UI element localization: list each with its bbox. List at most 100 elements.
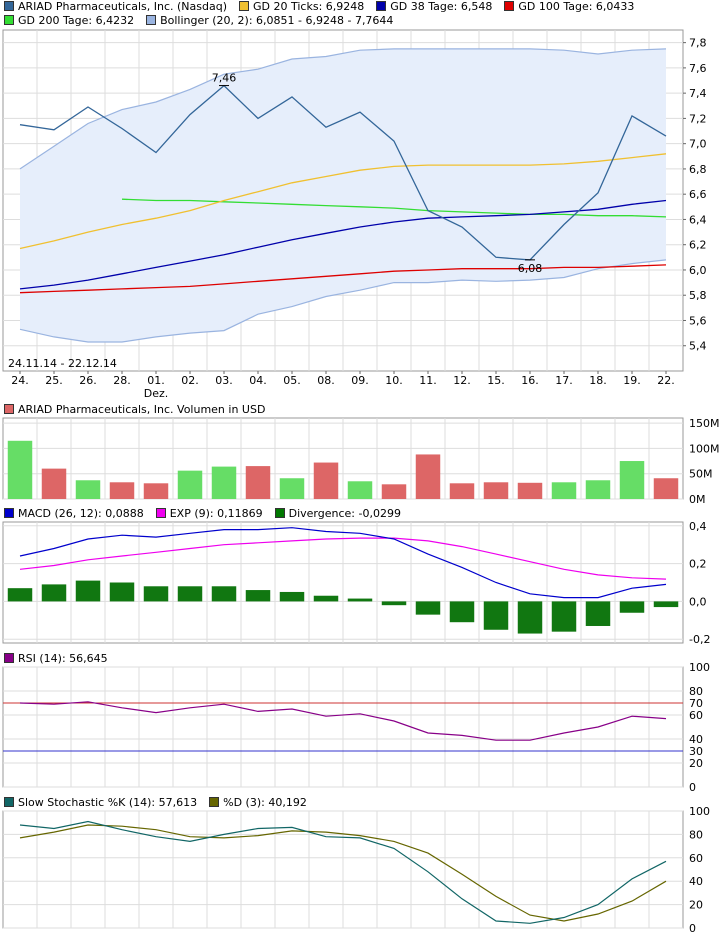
divergence-bar bbox=[517, 601, 543, 634]
volume-legend: ARIAD Pharmaceuticals, Inc. Volumen in U… bbox=[4, 403, 277, 417]
legend-label: RSI (14): 56,645 bbox=[18, 652, 108, 665]
bollinger-upper-line bbox=[19, 48, 667, 170]
macd-ytick-label: -0,2 bbox=[689, 633, 710, 646]
date-range-label: 24.11.14 - 22.12.14 bbox=[8, 357, 117, 370]
rsi-ytick-label: 100 bbox=[689, 661, 710, 674]
legend-label: %D (3): 40,192 bbox=[223, 796, 307, 809]
annotation-label: 7,46 bbox=[212, 72, 237, 85]
price-xtick-label: 05. bbox=[283, 374, 301, 387]
price-ytick-label: 7,8 bbox=[689, 37, 707, 50]
price-ytick-label: 6,4 bbox=[689, 213, 707, 226]
price-ytick-label: 7,0 bbox=[689, 138, 707, 151]
divergence-bar bbox=[653, 601, 679, 608]
volume-bar bbox=[415, 454, 441, 499]
price-ytick-label: 6,8 bbox=[689, 163, 707, 176]
legend-label: ARIAD Pharmaceuticals, Inc. Volumen in U… bbox=[18, 403, 266, 416]
volume-bar bbox=[381, 484, 407, 499]
divergence-bar bbox=[177, 586, 203, 602]
stochastic-ytick-label: 0 bbox=[689, 922, 696, 935]
volume-bar bbox=[143, 483, 169, 499]
price-xtick-label: 09. bbox=[351, 374, 369, 387]
volume-bar bbox=[449, 483, 475, 499]
divergence-bar bbox=[619, 601, 645, 613]
legend-swatch bbox=[4, 15, 14, 25]
price-xtick-label: 24. bbox=[11, 374, 29, 387]
legend-swatch bbox=[504, 1, 515, 11]
legend-item-gd200: GD 200 Tage: 6,4232 bbox=[4, 14, 134, 28]
stochastic-ytick-label: 80 bbox=[689, 828, 703, 841]
rsi-line bbox=[19, 701, 667, 741]
gd20-line bbox=[19, 153, 667, 250]
legend-item-divergence: Divergence: -0,0299 bbox=[274, 507, 401, 521]
legend-swatch bbox=[239, 1, 250, 11]
volume-ytick-label: 150M bbox=[689, 417, 720, 430]
legend-item-stoch-k: Slow Stochastic %K (14): 57,613 bbox=[4, 796, 197, 810]
exp-line bbox=[19, 537, 667, 580]
legend-swatch bbox=[209, 797, 220, 807]
price-ytick-label: 6,2 bbox=[689, 239, 707, 252]
price-xtick-label: 19. bbox=[623, 374, 641, 387]
legend-item-price: ARIAD Pharmaceuticals, Inc. (Nasdaq) bbox=[4, 0, 227, 14]
volume-bar bbox=[585, 480, 611, 499]
legend-item-macd: MACD (26, 12): 0,0888 bbox=[4, 507, 144, 521]
price-xtick-label: 01. bbox=[147, 374, 165, 387]
price-ytick-label: 5,6 bbox=[689, 314, 707, 327]
volume-bar bbox=[653, 478, 679, 499]
gd100-line bbox=[19, 264, 667, 294]
legend-item-volume: ARIAD Pharmaceuticals, Inc. Volumen in U… bbox=[4, 403, 265, 417]
price-xtick-label: 08. bbox=[317, 374, 335, 387]
macd-ytick-label: 0,2 bbox=[689, 558, 707, 571]
price-xtick-label: 26. bbox=[79, 374, 97, 387]
volume-bar bbox=[109, 482, 135, 499]
volume-bar bbox=[619, 461, 645, 499]
price-xtick-label: 02. bbox=[181, 374, 199, 387]
rsi-ytick-label: 70 bbox=[689, 697, 703, 710]
legend-swatch bbox=[376, 1, 387, 11]
divergence-bar bbox=[313, 595, 339, 602]
stoch-k-line bbox=[19, 820, 667, 924]
legend-swatch bbox=[4, 1, 14, 11]
divergence-bar bbox=[41, 584, 67, 602]
legend-swatch bbox=[146, 15, 157, 25]
divergence-bar bbox=[7, 588, 33, 602]
legend-item-exp: EXP (9): 0,11869 bbox=[155, 507, 263, 521]
volume-bar bbox=[177, 470, 203, 499]
volume-bar bbox=[517, 482, 543, 499]
price-ytick-label: 5,4 bbox=[689, 340, 707, 353]
legend-swatch bbox=[4, 797, 14, 807]
volume-bar bbox=[211, 466, 237, 499]
rsi-legend: RSI (14): 56,645 bbox=[4, 652, 120, 666]
divergence-bar bbox=[585, 601, 611, 626]
stochastic-ytick-label: 20 bbox=[689, 899, 703, 912]
rsi-ytick-label: 80 bbox=[689, 685, 703, 698]
stochastic-ytick-label: 40 bbox=[689, 875, 703, 888]
legend-item-bollinger: Bollinger (20, 2): 6,0851 - 6,9248 - 7,7… bbox=[146, 14, 393, 28]
macd-ytick-label: 0,4 bbox=[689, 520, 707, 533]
legend-item-gd100: GD 100 Tage: 6,0433 bbox=[504, 0, 634, 14]
price-xtick-label: 28. bbox=[113, 374, 131, 387]
volume-ytick-label: 0M bbox=[689, 493, 706, 506]
legend-item-rsi: RSI (14): 56,645 bbox=[4, 652, 108, 666]
price-legend-row2: GD 200 Tage: 6,4232 Bollinger (20, 2): 6,… bbox=[4, 14, 405, 28]
price-xtick-label: 18. bbox=[589, 374, 607, 387]
legend-label: GD 20 Ticks: 6,9248 bbox=[253, 0, 365, 13]
legend-label: GD 38 Tage: 6,548 bbox=[390, 0, 493, 13]
divergence-bar bbox=[483, 601, 509, 630]
legend-label: EXP (9): 0,11869 bbox=[169, 507, 263, 520]
price-xtick-label: 04. bbox=[249, 374, 267, 387]
price-ytick-label: 6,6 bbox=[689, 188, 707, 201]
volume-bar bbox=[347, 481, 373, 499]
volume-ytick-label: 100M bbox=[689, 442, 720, 455]
legend-item-gd20: GD 20 Ticks: 6,9248 bbox=[239, 0, 364, 14]
price-ytick-label: 7,2 bbox=[689, 112, 707, 125]
divergence-bar bbox=[347, 598, 373, 602]
stochastic-ytick-label: 60 bbox=[689, 852, 703, 865]
stochastic-legend: Slow Stochastic %K (14): 57,613 %D (3): 4… bbox=[4, 796, 319, 810]
legend-label: ARIAD Pharmaceuticals, Inc. (Nasdaq) bbox=[18, 0, 228, 13]
price-ytick-label: 6,0 bbox=[689, 264, 707, 277]
volume-ytick-label: 50M bbox=[689, 468, 713, 481]
divergence-bar bbox=[245, 590, 271, 602]
legend-swatch bbox=[4, 508, 14, 518]
volume-bar bbox=[313, 462, 339, 499]
legend-swatch bbox=[4, 404, 14, 414]
